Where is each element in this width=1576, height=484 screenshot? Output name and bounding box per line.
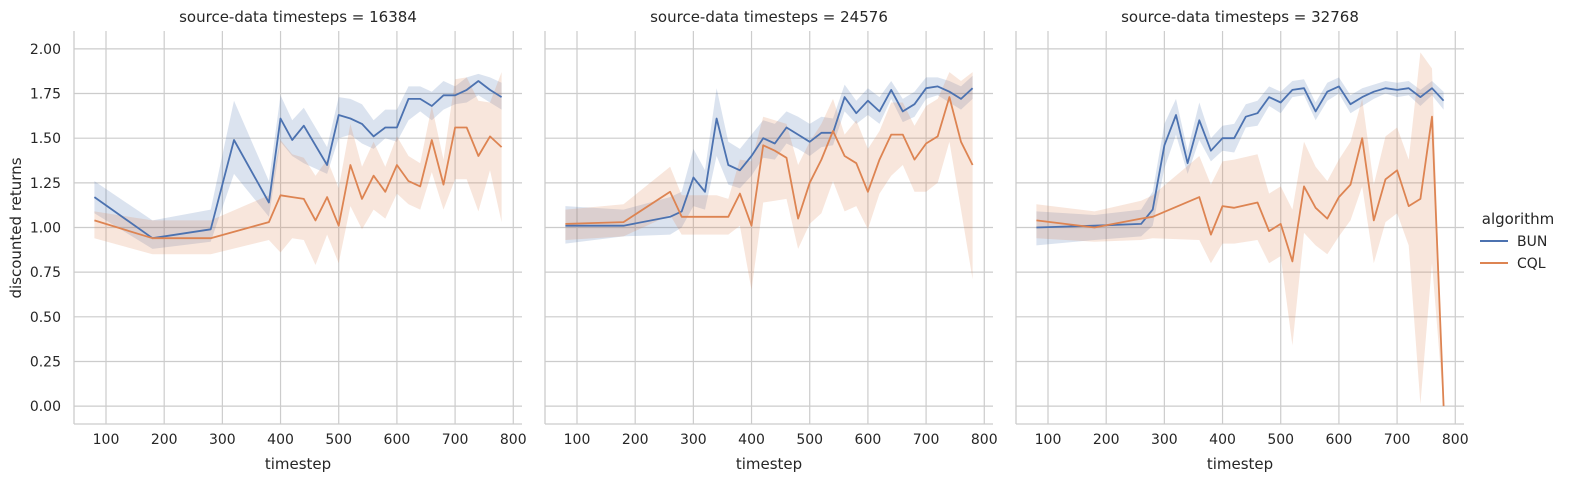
y-tick-label: 1.50 xyxy=(30,131,61,147)
y-axis-label: discounted returns xyxy=(7,157,25,298)
x-tick-label: 400 xyxy=(738,432,765,448)
x-tick-label: 300 xyxy=(680,432,707,448)
x-tick-label: 300 xyxy=(209,432,236,448)
x-tick-label: 400 xyxy=(1209,432,1236,448)
x-tick-label: 200 xyxy=(1093,432,1120,448)
y-tick-label: 0.00 xyxy=(30,399,61,415)
y-tick-label: 0.25 xyxy=(30,354,61,370)
line-bun xyxy=(565,85,974,227)
band-bun xyxy=(94,73,502,249)
x-axis-label: timestep xyxy=(736,455,802,473)
x-tick-label: 500 xyxy=(1267,432,1294,448)
legend-title: algorithm xyxy=(1482,210,1554,228)
y-tick-label: 1.00 xyxy=(30,221,61,237)
x-tick-label: 200 xyxy=(151,432,178,448)
x-tick-label: 100 xyxy=(1035,432,1062,448)
line-bun xyxy=(93,80,503,240)
band-cql xyxy=(565,72,973,290)
band-bun xyxy=(1036,77,1444,246)
band-bun xyxy=(565,75,973,244)
panel-title: source-data timesteps = 32768 xyxy=(1121,8,1359,26)
line-bun xyxy=(1036,85,1445,229)
x-tick-label: 800 xyxy=(971,432,998,448)
y-tick-label: 1.75 xyxy=(30,87,61,103)
y-tick-label: 2.00 xyxy=(30,42,61,58)
y-tick-label: 0.50 xyxy=(30,310,61,326)
x-axis-label: timestep xyxy=(1207,455,1273,473)
line-cql xyxy=(565,96,974,227)
y-tick-label: 1.25 xyxy=(30,176,61,192)
band-cql xyxy=(1036,52,1444,407)
x-tick-label: 600 xyxy=(384,432,411,448)
x-tick-label: 600 xyxy=(855,432,882,448)
x-tick-label: 300 xyxy=(1151,432,1178,448)
legend-label-bun: BUN xyxy=(1517,234,1547,250)
panel-title: source-data timesteps = 24576 xyxy=(650,8,888,26)
x-tick-label: 800 xyxy=(1442,432,1469,448)
x-tick-label: 500 xyxy=(796,432,823,448)
panel-3: 100 200 300 400 500 600 700 800 source-data time… xyxy=(1015,8,1469,473)
panel-1: 100 200 300 400 500 600 700 800 0.00 0.25 0.50 0.75… xyxy=(30,8,527,473)
x-tick-label: 700 xyxy=(913,432,940,448)
band-cql xyxy=(94,72,502,265)
x-tick-label: 200 xyxy=(622,432,649,448)
legend-label-cql: CQL xyxy=(1517,256,1546,272)
y-tick-label: 0.75 xyxy=(30,265,61,281)
x-tick-label: 700 xyxy=(1384,432,1411,448)
line-cql xyxy=(1036,115,1445,407)
x-tick-label: 100 xyxy=(564,432,591,448)
x-tick-label: 500 xyxy=(325,432,352,448)
panel-title: source-data timesteps = 16384 xyxy=(179,8,417,26)
x-tick-label: 100 xyxy=(93,432,120,448)
x-tick-label: 700 xyxy=(442,432,469,448)
x-tick-label: 400 xyxy=(267,432,294,448)
x-axis-label: timestep xyxy=(265,455,331,473)
legend: algorithm BUN CQL xyxy=(1480,210,1554,272)
x-tick-label: 600 xyxy=(1326,432,1353,448)
x-tick-label: 800 xyxy=(500,432,527,448)
line-cql xyxy=(94,126,503,240)
panel-2: 100 200 300 400 500 600 700 800 source-data time… xyxy=(544,8,998,473)
